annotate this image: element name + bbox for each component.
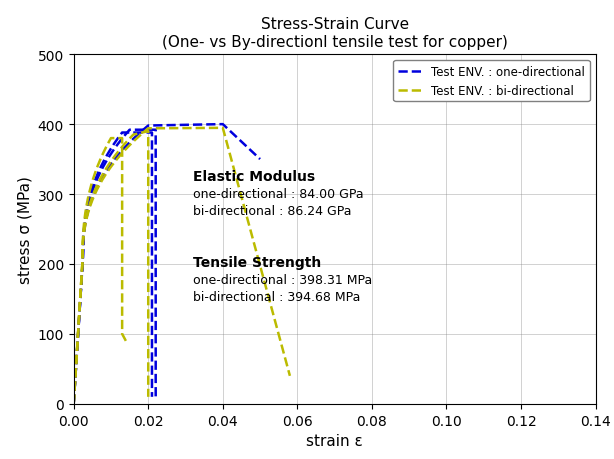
Test ENV. : one-directional: (0.013, 388): one-directional: (0.013, 388) [119,130,126,136]
Test ENV. : one-directional: (0.00284, 254): one-directional: (0.00284, 254) [80,224,88,229]
Text: Tensile Strength: Tensile Strength [193,256,321,269]
Test ENV. : one-directional: (0.000697, 58.6): one-directional: (0.000697, 58.6) [72,360,80,366]
Test ENV. : bi-directional: (0.000379, 32.7): bi-directional: (0.000379, 32.7) [71,378,79,384]
Test ENV. : bi-directional: (0, 0): bi-directional: (0, 0) [70,401,77,407]
Y-axis label: stress σ (MPa): stress σ (MPa) [17,176,32,283]
Test ENV. : one-directional: (0.00993, 364): one-directional: (0.00993, 364) [107,147,114,152]
X-axis label: strain ε: strain ε [306,433,363,448]
Test ENV. : one-directional: (0, 0): one-directional: (0, 0) [70,401,77,407]
Line: Test ENV. : bi-directional: Test ENV. : bi-directional [74,139,126,404]
Test ENV. : bi-directional: (0.014, 90): bi-directional: (0.014, 90) [122,338,130,344]
Test ENV. : bi-directional: (0.0031, 272): bi-directional: (0.0031, 272) [82,212,89,217]
Test ENV. : one-directional: (0.021, 10): one-directional: (0.021, 10) [149,394,156,400]
Text: one-directional : 84.00 GPa: one-directional : 84.00 GPa [193,187,363,201]
Line: Test ENV. : one-directional: Test ENV. : one-directional [74,133,152,404]
Title: Stress-Strain Curve
(One- vs By-directionl tensile test for copper): Stress-Strain Curve (One- vs By-directio… [161,17,508,50]
Test ENV. : bi-directional: (0.00621, 337): bi-directional: (0.00621, 337) [93,166,101,172]
Legend: Test ENV. : one-directional, Test ENV. : bi-directional: Test ENV. : one-directional, Test ENV. :… [394,61,589,102]
Test ENV. : one-directional: (0.0129, 387): one-directional: (0.0129, 387) [118,131,125,137]
Test ENV. : bi-directional: (0.00971, 377): bi-directional: (0.00971, 377) [106,138,114,144]
Text: Elastic Modulus: Elastic Modulus [193,170,315,184]
Test ENV. : bi-directional: (0.01, 380): bi-directional: (0.01, 380) [107,136,115,141]
Test ENV. : one-directional: (0.013, 388): one-directional: (0.013, 388) [119,130,126,136]
Test ENV. : one-directional: (0.00271, 247): one-directional: (0.00271, 247) [80,229,87,234]
Test ENV. : bi-directional: (0.00199, 171): bi-directional: (0.00199, 171) [77,281,85,287]
Text: bi-directional : 394.68 MPa: bi-directional : 394.68 MPa [193,290,360,303]
Text: one-directional : 398.31 MPa: one-directional : 398.31 MPa [193,273,372,286]
Test ENV. : bi-directional: (0.000237, 20.4): bi-directional: (0.000237, 20.4) [71,387,78,392]
Text: bi-directional : 86.24 GPa: bi-directional : 86.24 GPa [193,204,351,217]
